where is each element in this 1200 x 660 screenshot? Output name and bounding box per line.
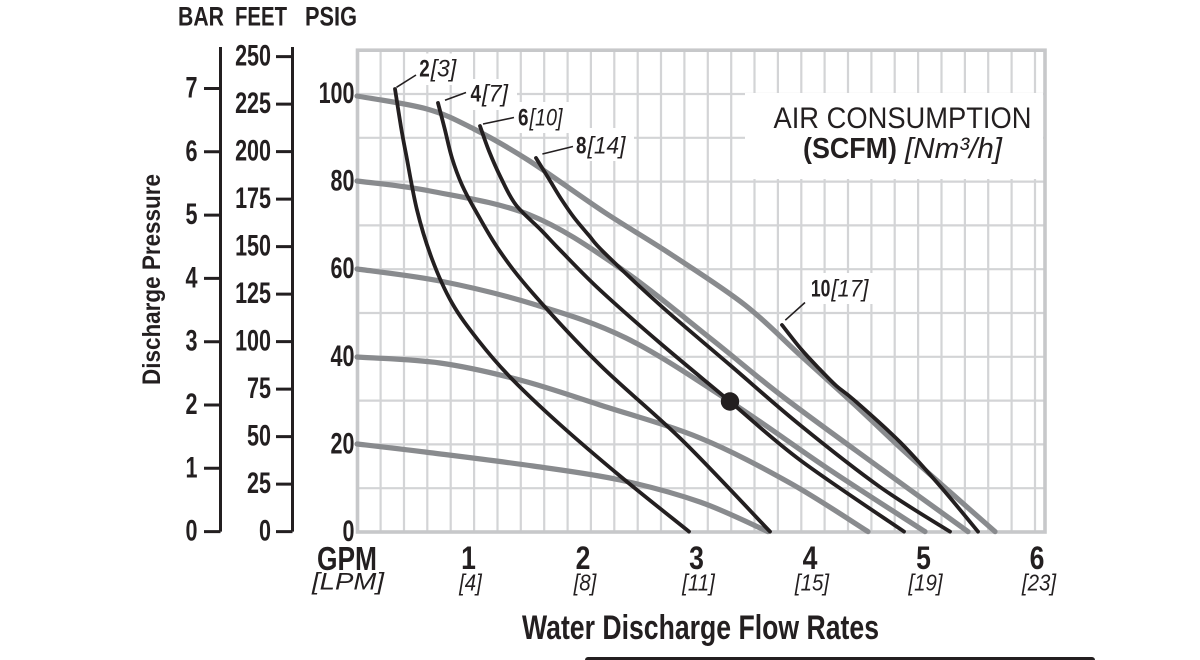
svg-text:75: 75	[247, 373, 271, 405]
svg-text:20: 20	[331, 428, 355, 460]
svg-text:[15]: [15]	[794, 569, 830, 595]
svg-text:0: 0	[186, 515, 198, 547]
svg-text:[8]: [8]	[573, 569, 598, 595]
svg-text:GPM: GPM	[317, 540, 377, 577]
svg-text:6: 6	[186, 136, 198, 168]
svg-text:[23]: [23]	[1021, 569, 1057, 595]
svg-text:6: 6	[1030, 541, 1045, 577]
svg-text:125: 125	[235, 278, 271, 310]
svg-text:FEET: FEET	[235, 2, 287, 32]
svg-text:225: 225	[235, 88, 271, 120]
svg-text:1: 1	[186, 452, 198, 484]
svg-text:3: 3	[186, 326, 198, 358]
svg-text:PSIG: PSIG	[305, 2, 357, 32]
svg-text:10[17]: 10[17]	[811, 276, 870, 303]
svg-text:60: 60	[331, 253, 355, 285]
svg-text:100: 100	[319, 78, 355, 110]
svg-text:4[7]: 4[7]	[471, 81, 510, 108]
svg-text:Discharge Pressure: Discharge Pressure	[138, 174, 166, 385]
svg-text:6[10]: 6[10]	[518, 104, 564, 131]
svg-text:175: 175	[235, 183, 271, 215]
svg-text:[LPM]: [LPM]	[311, 569, 386, 596]
svg-text:0: 0	[343, 516, 355, 548]
svg-text:0: 0	[259, 515, 271, 547]
svg-text:[4]: [4]	[458, 569, 483, 595]
svg-text:5: 5	[916, 541, 931, 577]
svg-text:40: 40	[331, 341, 355, 373]
svg-text:7: 7	[186, 72, 198, 104]
svg-text:AIR CONSUMPTION: AIR CONSUMPTION	[774, 102, 1032, 135]
svg-text:[19]: [19]	[907, 569, 943, 595]
svg-text:250: 250	[235, 40, 271, 72]
svg-text:150: 150	[235, 230, 271, 262]
svg-text:8[14]: 8[14]	[576, 133, 627, 160]
svg-text:100: 100	[235, 325, 271, 357]
svg-text:BAR: BAR	[178, 2, 224, 32]
svg-text:5: 5	[186, 199, 198, 231]
svg-text:4: 4	[803, 541, 818, 577]
svg-text:2: 2	[186, 389, 198, 421]
svg-text:3: 3	[689, 541, 704, 577]
svg-text:4: 4	[186, 262, 199, 294]
svg-text:(SCFM)[Nm³/h]: (SCFM) [Nm³/h]	[803, 133, 1003, 165]
svg-text:200: 200	[235, 135, 271, 167]
svg-text:2[3]: 2[3]	[419, 55, 457, 82]
svg-text:[11]: [11]	[681, 569, 715, 595]
svg-text:50: 50	[247, 420, 271, 452]
svg-text:25: 25	[247, 468, 271, 500]
svg-text:2: 2	[576, 541, 591, 577]
svg-text:Water Discharge Flow Rates: Water Discharge Flow Rates	[522, 609, 879, 647]
svg-text:80: 80	[331, 165, 355, 197]
svg-text:1: 1	[461, 541, 476, 577]
